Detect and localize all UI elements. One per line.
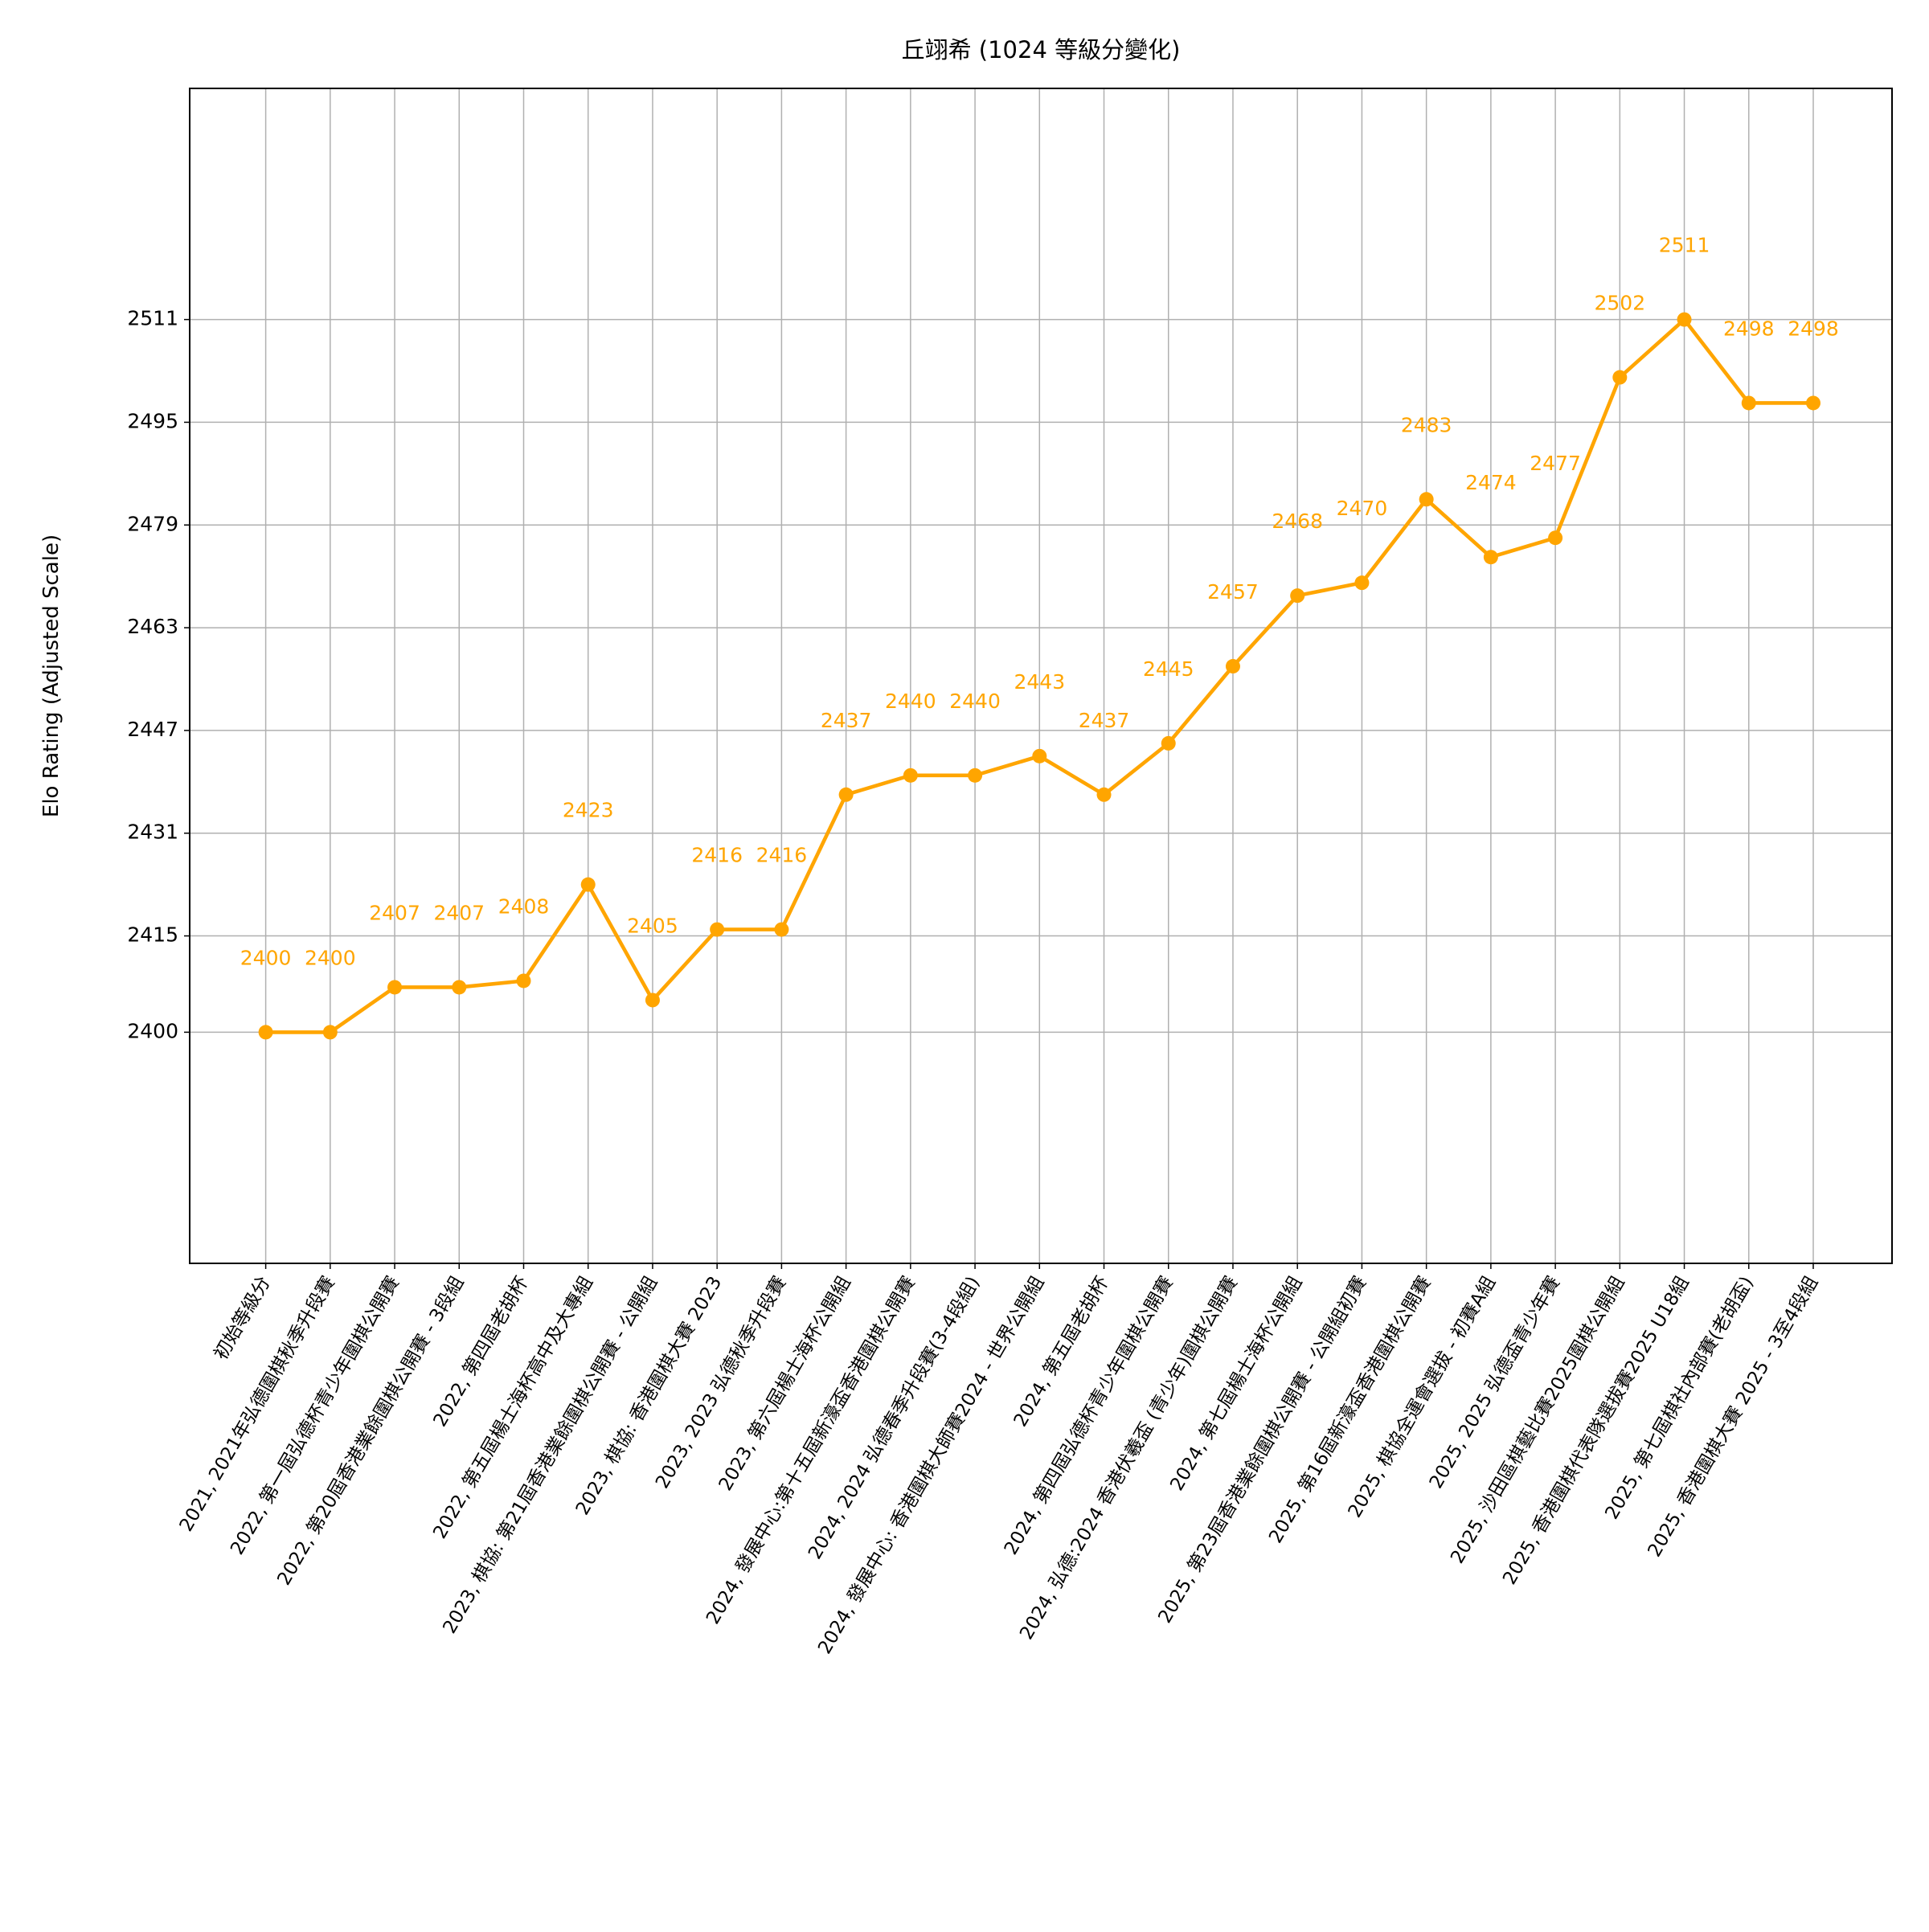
x-tick-label: 2024, 發展中心: 香港圍棋大師賽2024 - 世界公開組 <box>814 1273 1048 1658</box>
marker <box>645 993 660 1008</box>
value-label: 2400 <box>305 946 356 969</box>
x-tick-label: 2024, 第七屆楊士海杯公開組 <box>1166 1273 1306 1495</box>
marker <box>1419 492 1434 507</box>
marker <box>387 980 403 995</box>
value-label: 2407 <box>369 901 420 924</box>
marker <box>774 922 789 937</box>
marker <box>1225 659 1240 674</box>
marker <box>322 1025 338 1040</box>
value-label: 2437 <box>821 709 872 732</box>
value-label: 2445 <box>1143 657 1194 681</box>
value-label: 2457 <box>1207 580 1259 604</box>
plot-frame <box>189 88 1893 1264</box>
value-label: 2498 <box>1723 317 1775 340</box>
value-label: 2498 <box>1788 317 1839 340</box>
y-tick-label: 2415 <box>127 923 178 947</box>
marker <box>903 767 918 783</box>
value-label: 2477 <box>1530 452 1581 475</box>
marker <box>1290 588 1305 604</box>
y-axis-label: Elo Rating (Adjusted Scale) <box>39 534 63 817</box>
marker <box>258 1025 273 1040</box>
x-tick-label: 2023, 第六屆楊士海杯公開組 <box>715 1273 855 1495</box>
y-tick-label: 2447 <box>127 718 178 741</box>
value-label: 2440 <box>885 690 936 713</box>
marker <box>1612 370 1628 385</box>
value-label: 2423 <box>563 799 614 822</box>
value-label: 2408 <box>498 894 550 918</box>
value-label: 2483 <box>1401 413 1452 436</box>
marker <box>452 980 467 995</box>
y-tick-label: 2511 <box>127 307 178 330</box>
x-tick-label: 初始等級分 <box>211 1273 275 1364</box>
marker <box>1741 395 1756 411</box>
marker <box>710 922 725 937</box>
y-tick-label: 2431 <box>127 821 178 844</box>
marker <box>1548 530 1563 546</box>
value-label: 2511 <box>1659 234 1710 257</box>
value-label: 2443 <box>1014 670 1065 694</box>
y-tick-label: 2479 <box>127 512 178 535</box>
value-label: 2416 <box>691 844 743 867</box>
value-label: 2440 <box>949 690 1001 713</box>
chart-title: 丘翊希 (1024 等級分變化) <box>902 36 1181 63</box>
value-label: 2416 <box>756 844 808 867</box>
value-label: 2437 <box>1079 709 1130 732</box>
marker <box>1354 575 1370 591</box>
marker <box>1677 312 1692 327</box>
marker <box>1032 748 1047 763</box>
y-tick-label: 2495 <box>127 409 178 432</box>
marker <box>1161 735 1176 751</box>
value-label: 2470 <box>1337 497 1388 520</box>
value-label: 2468 <box>1272 510 1323 533</box>
marker <box>1806 395 1820 411</box>
marker <box>968 767 983 783</box>
x-tick-label: 2025, 2025 弘德盃青少年賽 <box>1426 1273 1565 1492</box>
value-label: 2407 <box>433 901 485 924</box>
value-label: 2405 <box>627 914 678 937</box>
marker <box>1096 787 1112 802</box>
marker <box>1483 550 1498 565</box>
marker <box>838 787 854 802</box>
marker <box>580 877 596 892</box>
value-label: 2474 <box>1465 471 1517 494</box>
value-label: 2400 <box>240 946 292 969</box>
y-tick-label: 2400 <box>127 1019 178 1042</box>
x-tick-label: 2023, 2023 弘德秋季升段賽 <box>652 1273 791 1492</box>
y-tick-label: 2463 <box>127 615 178 638</box>
marker <box>516 973 531 989</box>
value-label: 2502 <box>1595 292 1646 315</box>
